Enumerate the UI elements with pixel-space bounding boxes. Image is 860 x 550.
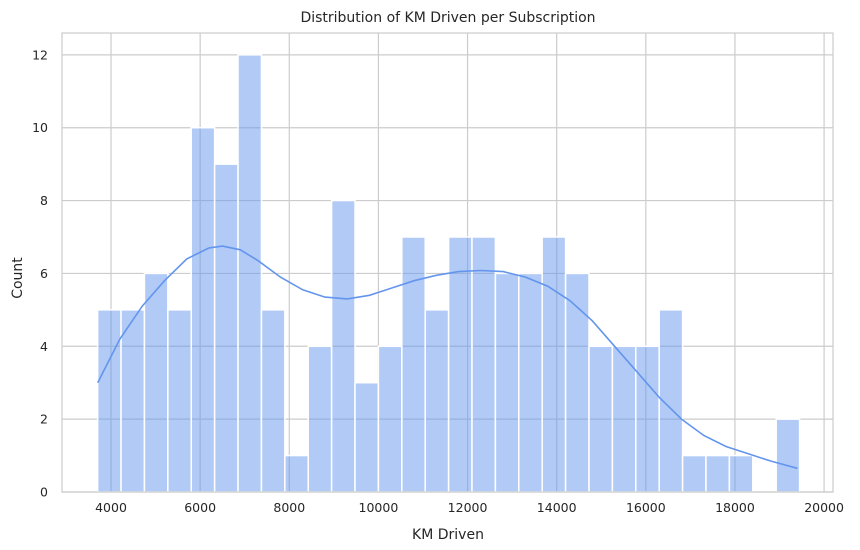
x-tick-label: 10000 — [359, 500, 399, 515]
kde-curve — [96, 245, 798, 470]
histogram-bar — [213, 163, 239, 493]
x-axis-label: KM Driven — [412, 527, 484, 543]
histogram-bar — [260, 309, 286, 493]
histogram-bar — [143, 272, 169, 493]
chart-title: Distribution of KM Driven per Subscripti… — [300, 10, 595, 26]
histogram-bar — [190, 126, 216, 493]
histogram-bar — [541, 236, 567, 493]
histogram-bar — [377, 345, 403, 493]
x-tick-label: 8000 — [273, 500, 305, 515]
histogram-bar — [354, 381, 380, 493]
histogram-bar — [120, 309, 146, 493]
histogram-bar — [330, 199, 356, 493]
histogram-bar — [307, 345, 333, 493]
y-tick-label: 10 — [32, 120, 48, 135]
histogram-bar — [588, 345, 614, 493]
x-tick-label: 20000 — [804, 500, 844, 515]
y-tick-labels: 0 2 4 6 8 10 12 — [32, 47, 48, 499]
x-tick-label: 12000 — [448, 500, 488, 515]
y-tick-label: 2 — [40, 412, 48, 427]
histogram-bar — [424, 309, 450, 493]
x-tick-label: 4000 — [95, 500, 127, 515]
histogram-bar — [96, 309, 122, 493]
histogram-bar — [401, 236, 426, 493]
y-tick-label: 12 — [32, 47, 48, 62]
x-tick-label: 16000 — [626, 500, 666, 515]
x-tick-labels: 4000 6000 8000 10000 12000 14000 16000 18000 200… — [95, 500, 844, 515]
histogram-bars — [96, 54, 801, 493]
axes-frame — [61, 32, 834, 493]
histogram-bar — [681, 454, 707, 493]
y-axis-label: Count — [10, 257, 26, 299]
histogram-bar — [611, 345, 637, 493]
y-tick-label: 0 — [40, 485, 48, 500]
histogram-bar — [471, 236, 497, 493]
histogram-bar — [167, 309, 192, 493]
y-tick-label: 6 — [40, 266, 48, 281]
histogram-bar — [237, 54, 263, 493]
histogram-bar — [518, 272, 543, 493]
histogram-bar — [705, 454, 731, 493]
y-tick-label: 8 — [40, 193, 48, 208]
y-tick-label: 4 — [40, 339, 48, 354]
x-tick-label: 18000 — [715, 500, 755, 515]
x-tick-label: 6000 — [184, 500, 216, 515]
histogram-bar — [284, 454, 309, 493]
histogram-bar — [635, 345, 660, 493]
x-tick-label: 14000 — [537, 500, 577, 515]
histogram-bar — [494, 272, 520, 493]
histogram-bar — [728, 454, 754, 493]
histogram-bar — [447, 236, 473, 493]
histogram-bar — [775, 418, 801, 493]
